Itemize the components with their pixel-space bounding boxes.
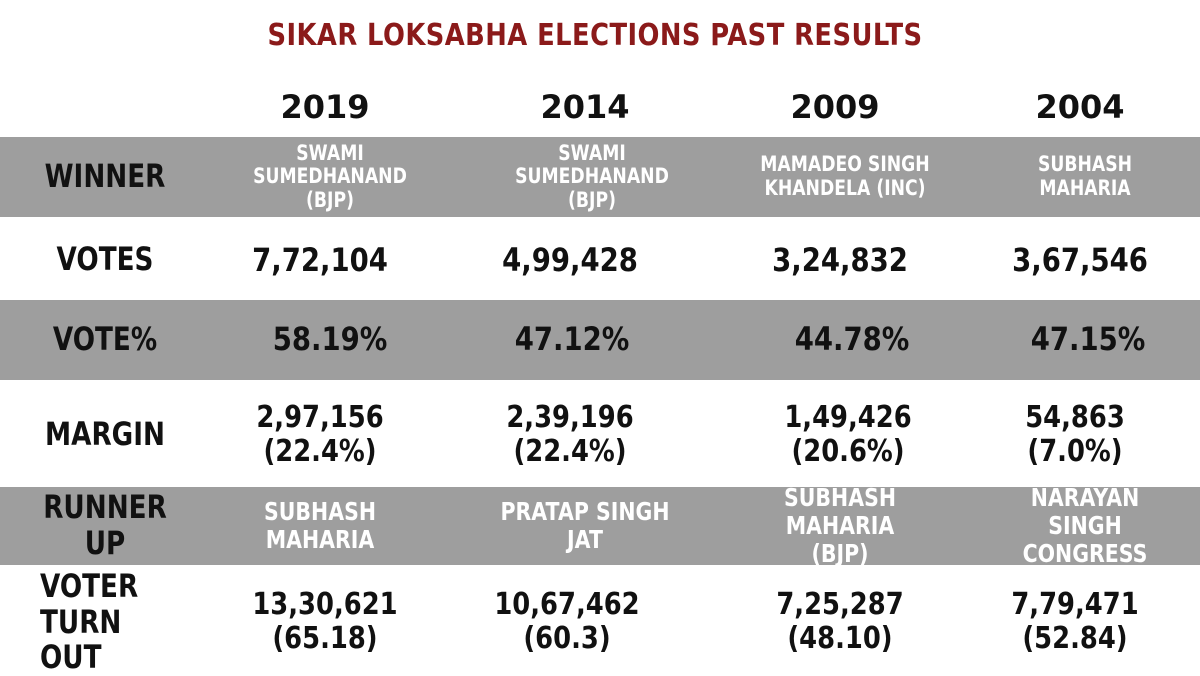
- row-label-voter-turnout: VOTER TURN OUT: [40, 568, 188, 675]
- year-header-2004: 2004: [1035, 87, 1125, 126]
- year-header-2014: 2014: [540, 87, 630, 126]
- margin-2004: 54,863 (7.0%): [989, 385, 1161, 485]
- votes-2009: 3,24,832: [772, 241, 908, 280]
- runner-up-2014: PRATAP SINGH JAT: [478, 489, 691, 563]
- margin-2009-pct: (20.6%): [791, 434, 905, 469]
- winner-2009-party: KHANDELA (INC): [764, 176, 926, 200]
- runner-up-2014-line-1: PRATAP SINGH: [500, 497, 670, 526]
- winner-2014: SWAMI SUMEDHANAND (BJP): [485, 140, 698, 214]
- votes-2014: 4,99,428: [502, 241, 638, 280]
- year-header-2009: 2009: [790, 87, 880, 126]
- winner-2009: MAMADEO SINGH KHANDELA (INC): [738, 140, 951, 214]
- runner-up-2009-line-1: SUBHASH MAHARIA: [784, 483, 896, 540]
- row-label-vote-pct: VOTE%: [52, 320, 158, 359]
- runner-up-2014-line-2: JAT: [567, 525, 603, 554]
- runner-up-2004-line-2: CONGRESS: [1022, 539, 1148, 568]
- turnout-2004-votes: 7,79,471: [1011, 587, 1139, 623]
- winner-2019-name: SWAMI SUMEDHANAND: [253, 140, 407, 189]
- margin-2009-votes: 1,49,426: [784, 400, 912, 436]
- vote-pct-2004: 47.15%: [1030, 320, 1146, 359]
- winner-2019-party: (BJP): [306, 187, 354, 212]
- runner-up-2019: SUBHASH MAHARIA: [234, 489, 406, 563]
- year-header-2019: 2019: [280, 87, 370, 126]
- turnout-2009-votes: 7,25,287: [776, 587, 904, 623]
- vote-pct-2019: 58.19%: [272, 320, 388, 359]
- row-label-runner-up: RUNNER UP: [43, 488, 167, 562]
- row-label-turnout-line-1: VOTER: [40, 566, 139, 605]
- runner-up-2019-line-1: SUBHASH: [264, 497, 376, 526]
- turnout-2014: 10,67,462 (60.3): [481, 572, 653, 672]
- turnout-2009: 7,25,287 (48.10): [754, 572, 926, 672]
- runner-up-2004: NARAYAN SINGH CONGRESS: [995, 484, 1175, 568]
- turnout-2019-votes: 13,30,621: [252, 587, 398, 623]
- turnout-2019: 13,30,621 (65.18): [239, 572, 411, 672]
- winner-row-band: [0, 137, 1200, 217]
- turnout-2009-pct: (48.10): [787, 621, 893, 656]
- runner-up-row-band: [0, 487, 1200, 565]
- margin-2019-pct: (22.4%): [263, 434, 377, 469]
- vote-pct-row-band: [0, 300, 1200, 380]
- row-label-margin: MARGIN: [45, 415, 165, 454]
- turnout-2014-pct: (60.3): [523, 621, 611, 656]
- turnout-2004-pct: (52.84): [1022, 621, 1128, 656]
- runner-up-2004-line-1: NARAYAN SINGH: [1030, 483, 1140, 540]
- margin-2009: 1,49,426 (20.6%): [762, 385, 934, 485]
- winner-2009-name: MAMADEO SINGH: [760, 152, 930, 177]
- vote-pct-2009: 44.78%: [794, 320, 910, 359]
- winner-2004-party: MAHARIA: [1039, 176, 1131, 200]
- row-label-winner: WINNER: [44, 157, 166, 196]
- votes-2019: 7,72,104: [252, 241, 388, 280]
- vote-pct-2014: 47.12%: [514, 320, 630, 359]
- turnout-2019-pct: (65.18): [272, 621, 378, 656]
- margin-2019-votes: 2,97,156: [256, 400, 384, 436]
- votes-2004: 3,67,546: [1012, 241, 1148, 280]
- row-label-turnout-line-2: TURN OUT: [40, 602, 122, 676]
- margin-2014-pct: (22.4%): [513, 434, 627, 469]
- winner-2004: SUBHASH MAHARIA: [1003, 140, 1167, 214]
- margin-2004-pct: (7.0%): [1027, 434, 1123, 469]
- runner-up-2009: SUBHASH MAHARIA (BJP): [729, 484, 950, 568]
- winner-2004-name: SUBHASH: [1037, 152, 1133, 177]
- margin-2004-votes: 54,863: [1025, 400, 1125, 436]
- winner-2019: SWAMI SUMEDHANAND (BJP): [223, 140, 436, 214]
- margin-2014: 2,39,196 (22.4%): [484, 385, 656, 485]
- winner-2014-name: SWAMI SUMEDHANAND: [515, 140, 669, 189]
- winner-2014-party: (BJP): [568, 187, 616, 212]
- turnout-2004: 7,79,471 (52.84): [989, 572, 1161, 672]
- margin-2019: 2,97,156 (22.4%): [234, 385, 406, 485]
- runner-up-2019-line-2: MAHARIA: [265, 525, 375, 554]
- turnout-2014-votes: 10,67,462: [494, 587, 640, 623]
- row-label-votes: VOTES: [56, 240, 154, 279]
- margin-2014-votes: 2,39,196: [506, 400, 634, 436]
- page-title: SIKAR LOKSABHA ELECTIONS PAST RESULTS: [267, 18, 923, 53]
- runner-up-2009-line-2: (BJP): [811, 539, 869, 568]
